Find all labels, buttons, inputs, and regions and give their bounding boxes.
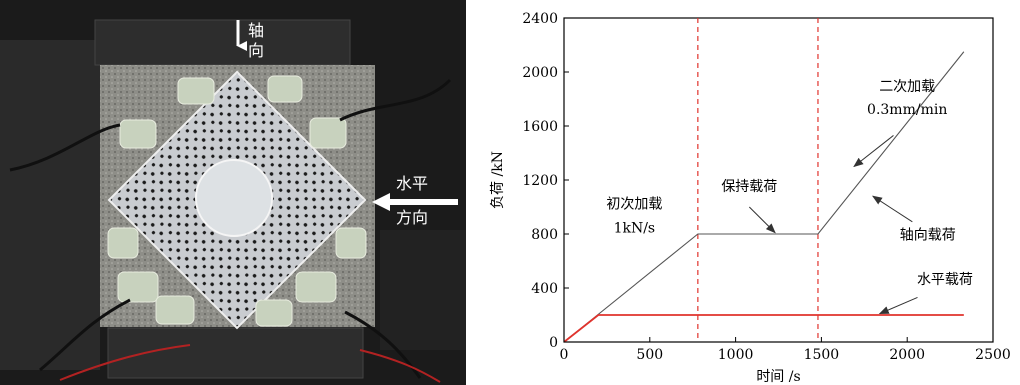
axial-label-line1: 轴 <box>248 21 264 40</box>
y-tick-label: 800 <box>531 227 558 243</box>
annotation-label: 水平载荷 <box>917 272 973 288</box>
x-axis-label: 时间 /s <box>756 369 800 385</box>
plot-frame <box>563 17 994 343</box>
annotation-label: 保持载荷 <box>721 179 777 195</box>
x-tick-label: 0 <box>560 347 569 363</box>
series-line <box>563 51 965 343</box>
top-loading-plate <box>94 19 351 66</box>
series-layer <box>563 51 965 343</box>
annotation-label: 轴向载荷 <box>900 227 956 243</box>
gauge-blocks <box>107 75 367 327</box>
horizontal-arrow <box>372 193 458 211</box>
right-platen <box>380 230 466 350</box>
y-tick-label: 2400 <box>522 11 558 27</box>
x-tick-label: 1000 <box>718 347 754 363</box>
axis-ticks: 0 500 1000 1500 2000 2500 0 400 800 1200 1600 2000 2… <box>522 11 1010 363</box>
sensor-cables <box>9 78 452 379</box>
left-platen <box>0 40 100 370</box>
central-hole <box>195 159 273 237</box>
y-tick-label: 1600 <box>522 119 558 135</box>
load-time-chart: 0 500 1000 1500 2000 2500 0 400 800 1200 1600 2000 2… <box>490 11 1011 385</box>
x-tick-label: 2500 <box>975 347 1011 363</box>
red-wire-right <box>359 349 441 383</box>
horizontal-label-line1: 水平 <box>396 174 428 193</box>
horizontal-label-line2: 方向 <box>396 208 428 227</box>
annotation-label: 0.3mm/min <box>867 102 947 118</box>
specimen-photo: 轴 向 水平 方向 <box>0 0 466 385</box>
x-tick-label: 1500 <box>804 347 840 363</box>
y-tick-label: 1200 <box>522 173 558 189</box>
annotation-arrow <box>872 195 913 223</box>
y-tick-label: 2000 <box>522 65 558 81</box>
annotation-arrow <box>748 206 776 234</box>
axial-label-line2: 向 <box>248 41 264 60</box>
phase-boundary-lines <box>697 18 819 342</box>
x-tick-label: 2000 <box>889 347 925 363</box>
annotation-label: 二次加载 <box>879 79 935 95</box>
bottom-loading-plate <box>107 327 364 379</box>
annotation-arrow <box>878 296 918 315</box>
series-line <box>563 314 964 343</box>
y-axis-label: 负荷 /kN <box>490 151 506 209</box>
red-wire <box>59 344 191 381</box>
y-tick-label: 400 <box>531 281 558 297</box>
annotation-arrow <box>853 135 894 168</box>
annotation-label: 初次加载 <box>606 195 662 212</box>
y-tick-label: 0 <box>549 335 558 351</box>
x-tick-label: 500 <box>636 347 663 363</box>
annotation-label: 1kN/s <box>614 221 656 237</box>
